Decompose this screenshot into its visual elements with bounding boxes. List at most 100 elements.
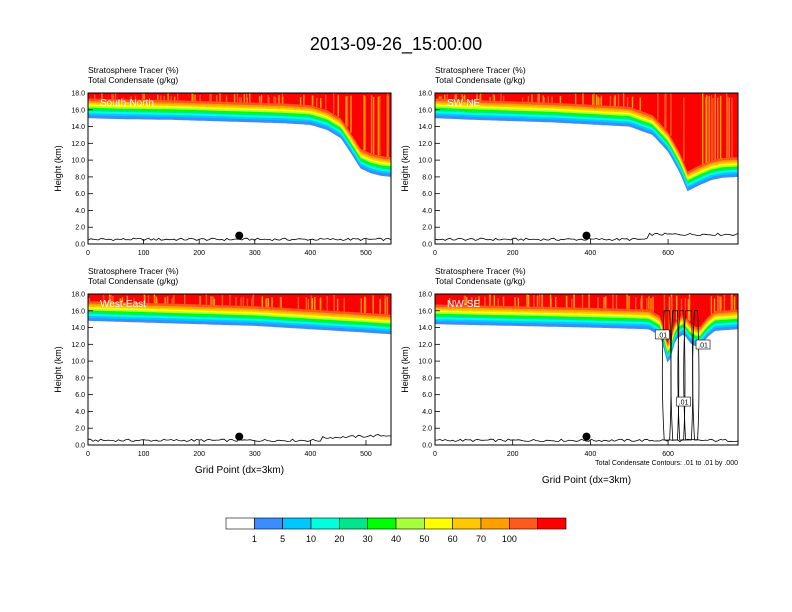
streak	[299, 96, 302, 105]
streak	[555, 296, 557, 308]
colorbar-label: 60	[448, 534, 458, 544]
streak	[233, 94, 236, 103]
streak	[497, 298, 499, 306]
x-tick-label: 400	[305, 451, 317, 458]
colorbar-swatch	[225, 517, 255, 530]
y-tick-label: 12.0	[418, 141, 432, 148]
streak	[173, 96, 176, 101]
streak	[612, 294, 614, 309]
streak	[593, 93, 595, 105]
y-tick-label: 10.0	[418, 158, 432, 165]
y-tick-label: 6.0	[422, 191, 432, 198]
panel-sw-ne: 0.0 2.0 4.0 6.0 8.0 10.0 12.0 14.0 16.0 18.0 0 200 4…	[400, 65, 739, 257]
streak	[311, 298, 313, 310]
x-tick-label: 0	[86, 250, 90, 257]
streak	[641, 295, 643, 310]
streak	[281, 96, 284, 104]
tracer-band-11	[88, 93, 391, 158]
y-tick-label: 12.0	[71, 342, 85, 349]
streak	[617, 94, 620, 107]
streak	[157, 94, 159, 100]
streak	[733, 296, 736, 310]
colorbar-swatch	[509, 517, 538, 530]
streak	[541, 294, 543, 307]
streak	[719, 95, 722, 159]
streak	[249, 93, 251, 103]
streak	[502, 95, 505, 102]
y-tick-label: 2.0	[75, 426, 85, 433]
streak	[379, 299, 381, 314]
tracer-streaks	[94, 93, 389, 157]
streak	[526, 294, 528, 307]
field-label-tracer: Stratosphere Tracer (%)	[435, 266, 526, 276]
streak	[489, 96, 491, 101]
streak	[333, 294, 335, 311]
streak	[297, 297, 300, 309]
terrain-line	[435, 438, 738, 443]
streak	[597, 297, 599, 309]
streak	[170, 96, 172, 101]
streak	[155, 296, 157, 304]
streak	[379, 95, 381, 156]
streak	[235, 297, 237, 306]
streak	[199, 296, 201, 305]
field-label-condensate: Total Condensate (g/kg)	[88, 75, 178, 85]
streak	[626, 96, 629, 107]
streak	[493, 295, 495, 306]
streak	[559, 95, 562, 104]
svg-text:.01: .01	[698, 343, 708, 350]
tracer-field: .01 .01 .01	[435, 294, 738, 443]
y-tick-label: 8.0	[422, 375, 432, 382]
streak	[167, 93, 169, 101]
tracer-band-9	[88, 93, 391, 162]
x-axis-label: Grid Point (dx=3km)	[542, 475, 631, 486]
streak	[635, 297, 637, 310]
streak	[684, 297, 687, 316]
streak	[514, 297, 516, 307]
streak	[194, 94, 196, 101]
streak	[714, 93, 716, 160]
streak	[470, 298, 473, 306]
streak	[377, 96, 379, 156]
streak	[713, 298, 716, 312]
y-tick-label: 2.0	[422, 426, 432, 433]
streak	[164, 297, 166, 304]
streak	[731, 294, 733, 311]
streak	[303, 94, 305, 105]
colorbar-swatch	[339, 517, 368, 530]
streak	[345, 96, 347, 126]
streak	[372, 96, 375, 155]
streak	[267, 298, 269, 307]
streak	[676, 295, 678, 320]
streak	[114, 93, 117, 100]
streak	[199, 94, 201, 101]
streak	[440, 96, 442, 99]
streak	[121, 296, 124, 303]
streak	[229, 294, 231, 306]
location-marker	[582, 231, 591, 240]
x-tick-label: 400	[585, 250, 597, 257]
streak	[543, 97, 545, 103]
panel-nw-se: .01 .01 .01 0.0 2.0 4.0 6.0 8.0 10.0 12.0 14.0 16.0…	[400, 266, 739, 486]
streak	[346, 95, 349, 128]
x-tick-label: 400	[305, 250, 317, 257]
x-tick-label: 600	[662, 250, 674, 257]
streak	[613, 96, 615, 106]
contour-label: .01	[695, 339, 711, 350]
x-tick-label: 400	[585, 451, 597, 458]
streak	[320, 97, 322, 109]
streak	[622, 93, 625, 107]
streak	[603, 297, 605, 309]
streak	[173, 295, 175, 304]
streak	[531, 94, 533, 102]
streak	[305, 296, 307, 310]
streak	[533, 295, 535, 307]
field-label-tracer: Stratosphere Tracer (%)	[88, 266, 179, 276]
streak	[336, 298, 339, 312]
streak	[184, 294, 186, 305]
streak	[650, 298, 652, 311]
streak	[547, 96, 549, 103]
location-marker	[235, 432, 244, 441]
streak	[350, 95, 352, 133]
